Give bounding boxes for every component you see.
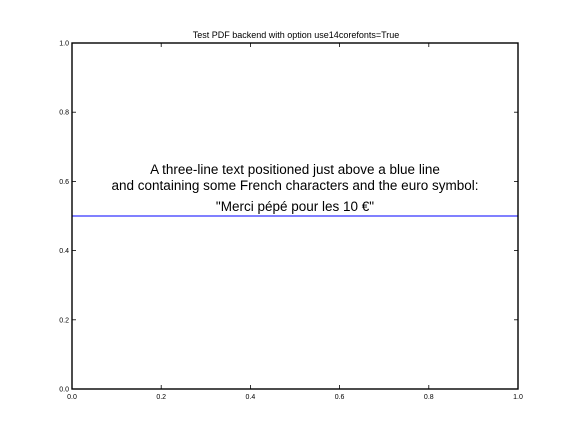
axes-frame bbox=[71, 42, 519, 390]
annotation-line-3: "Merci pépé pour les 10 €" bbox=[216, 199, 374, 214]
y-tick-label: 0.6 bbox=[59, 179, 69, 186]
y-tick-label: 0.4 bbox=[59, 248, 69, 255]
annotation-line-2: and containing some French characters an… bbox=[112, 178, 479, 193]
y-tick-label: 0.2 bbox=[59, 317, 69, 324]
x-tick-label: 0.2 bbox=[156, 394, 166, 401]
chart-title: Test PDF backend with option use14corefo… bbox=[193, 30, 400, 40]
x-tick-label: 0.8 bbox=[424, 394, 434, 401]
x-tick-label: 1.0 bbox=[513, 394, 523, 401]
annotation-layer: A three-line text positioned just above … bbox=[112, 162, 479, 214]
y-tick-label: 0.8 bbox=[59, 110, 69, 117]
annotation-line-1: A three-line text positioned just above … bbox=[150, 162, 440, 177]
x-tick-label: 0.0 bbox=[67, 394, 77, 401]
x-tick-label: 0.6 bbox=[335, 394, 345, 401]
y-tick-label: 1.0 bbox=[59, 41, 69, 48]
y-axis: 0.0 0.2 0.4 0.6 0.8 1.0 bbox=[59, 41, 518, 394]
x-tick-label: 0.4 bbox=[246, 394, 256, 401]
x-axis: 0.0 0.2 0.4 0.6 0.8 1.0 bbox=[67, 43, 523, 401]
y-tick-label: 0.0 bbox=[59, 387, 69, 394]
plot-area: A three-line text positioned just above … bbox=[59, 41, 523, 402]
